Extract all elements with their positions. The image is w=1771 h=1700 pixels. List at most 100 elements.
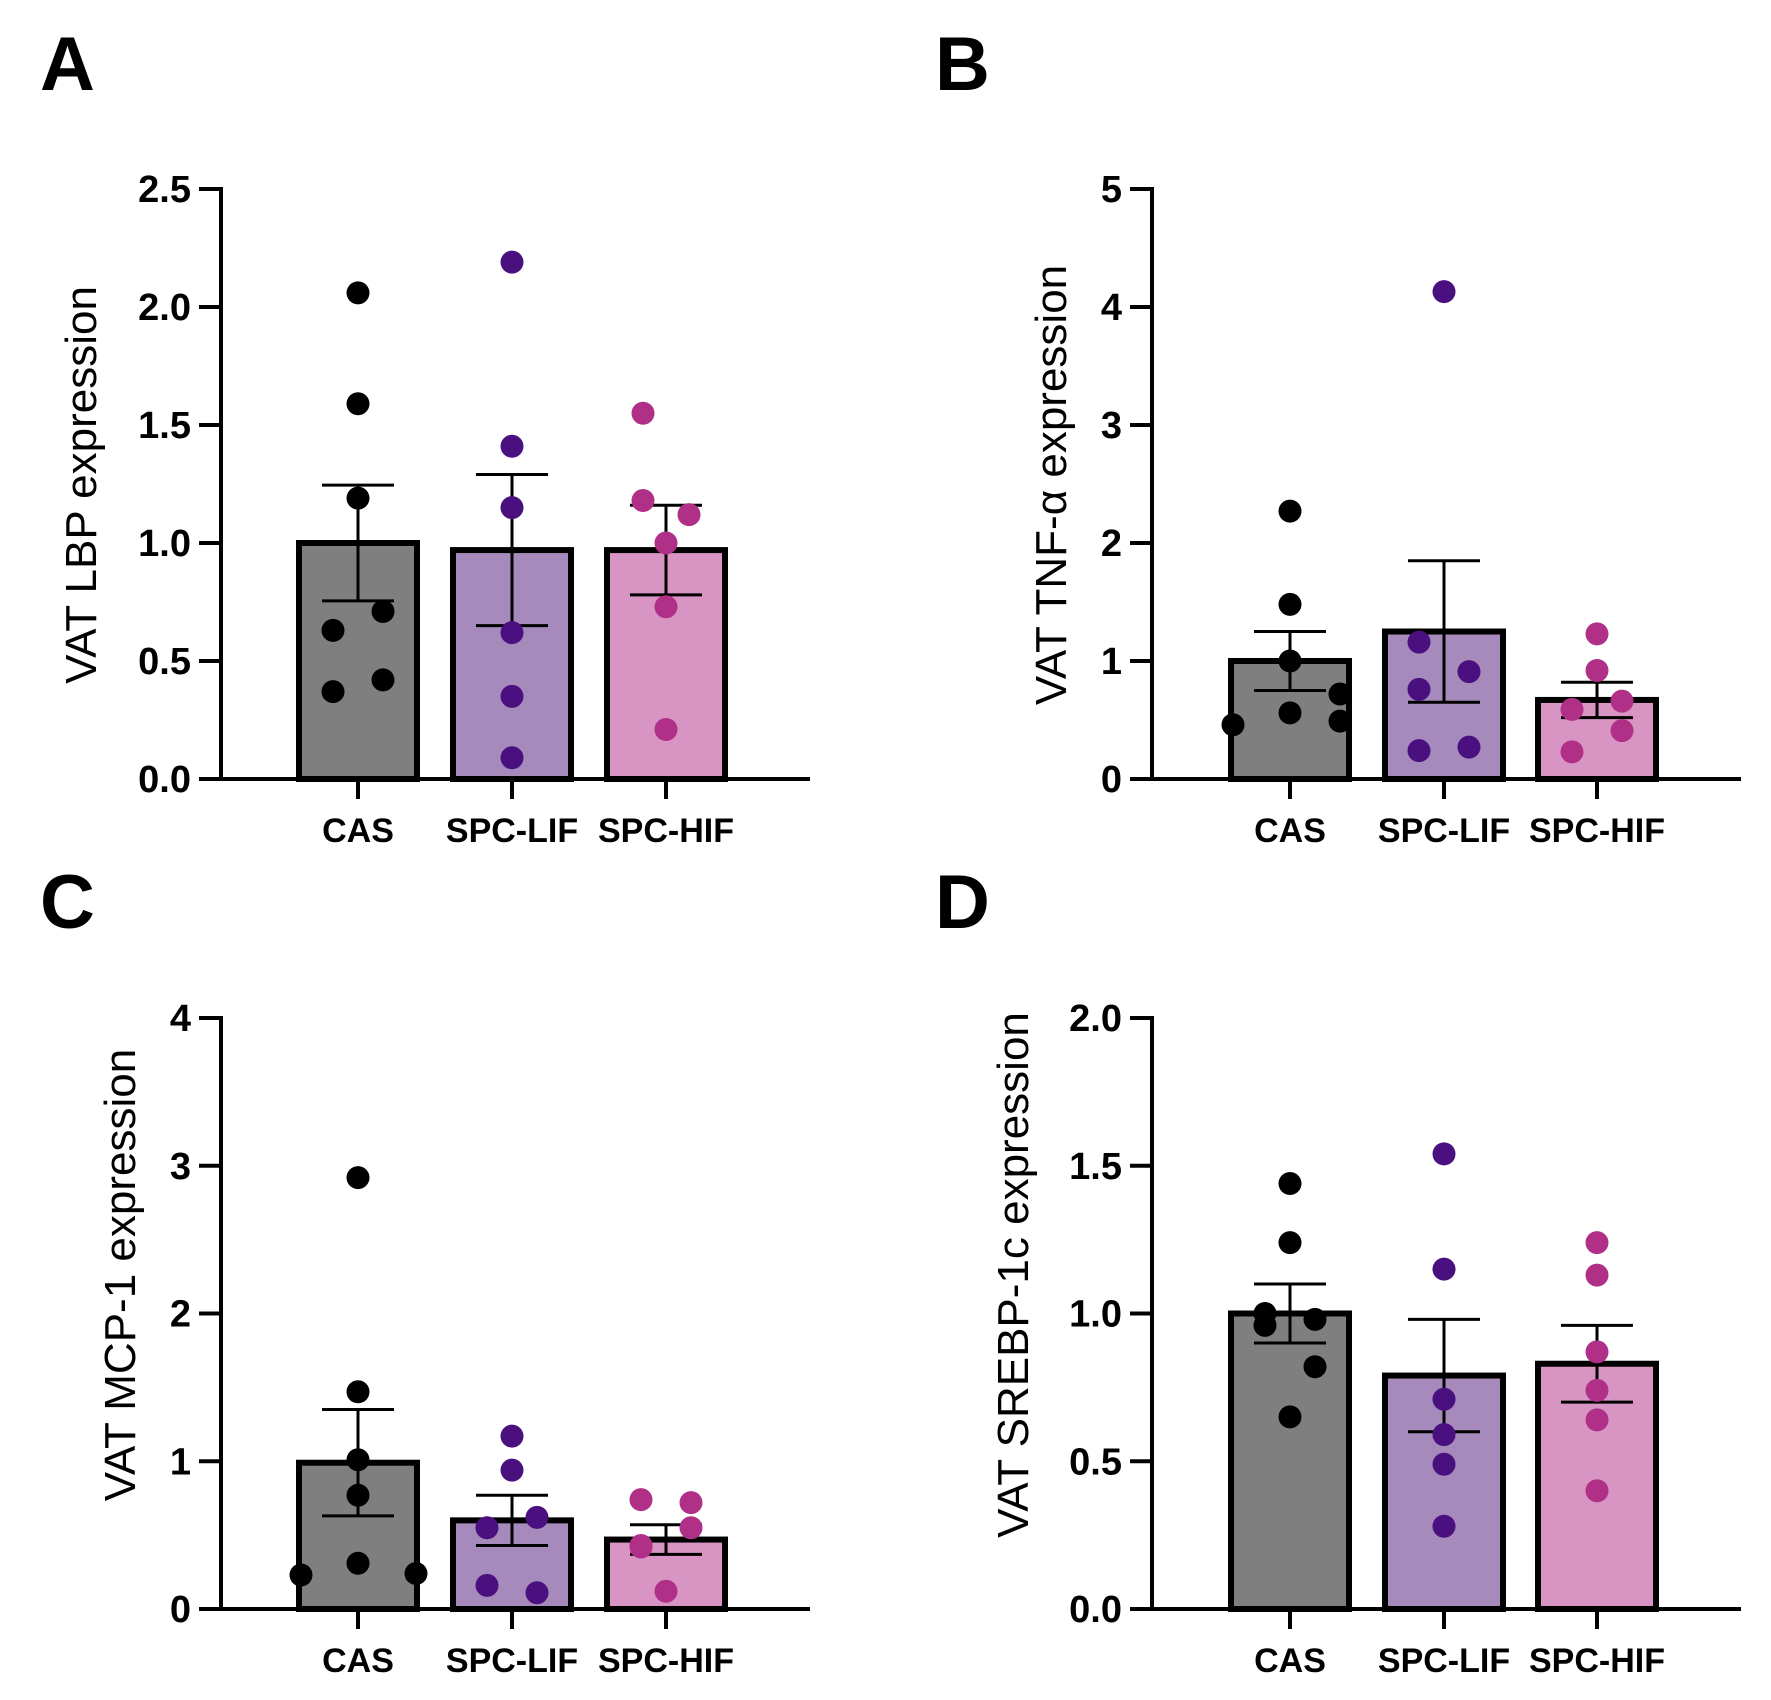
panel-a-point-spc-hif bbox=[677, 503, 701, 527]
panel-c-point-spc-hif bbox=[679, 1516, 703, 1540]
panel-c-point-spc-hif bbox=[629, 1533, 653, 1557]
panel-d-point-spc-lif bbox=[1432, 1257, 1456, 1281]
panel-b-bar-spc-lif bbox=[1382, 628, 1506, 782]
panel-a-point-spc-lif bbox=[500, 746, 524, 770]
panel-c-category-label-spc-hif: SPC-HIF bbox=[598, 1642, 734, 1680]
panel-b-point-spc-lif bbox=[1432, 280, 1456, 304]
panel-a-plot: 0.0 0.5 1.0 1.5 2.0 2.5 CAS SPC-LIF SPC-HIF bbox=[138, 169, 810, 850]
panel-c-point-cas bbox=[346, 1380, 370, 1404]
panel-b-point-cas bbox=[1278, 499, 1302, 523]
panel-a-y-tick-label: 0.5 bbox=[138, 641, 191, 683]
panel-b-point-spc-lif bbox=[1407, 677, 1431, 701]
panel-d-point-cas bbox=[1303, 1307, 1327, 1331]
panel-a-y-tick-label: 2.0 bbox=[138, 287, 191, 329]
panel-a-point-cas bbox=[371, 599, 395, 623]
panel-c-point-spc-hif bbox=[629, 1488, 653, 1512]
panel-d-point-spc-hif bbox=[1585, 1263, 1609, 1287]
panel-c-point-spc-lif bbox=[525, 1505, 549, 1529]
panel-b-point-cas bbox=[1221, 713, 1245, 737]
panel-a-point-cas bbox=[321, 680, 345, 704]
panel-a-category-label-cas: CAS bbox=[322, 812, 394, 850]
panel-b-point-cas bbox=[1278, 701, 1302, 725]
panel-d-point-spc-hif bbox=[1585, 1479, 1609, 1503]
panel-c-y-tick-label: 0 bbox=[170, 1589, 191, 1631]
panel-letter-d: D bbox=[935, 860, 990, 945]
panel-b-y-tick-label: 1 bbox=[1101, 641, 1122, 683]
panel-d-y-tick-label: 1.0 bbox=[1069, 1294, 1122, 1336]
panel-a-point-cas bbox=[346, 281, 370, 305]
panel-c-point-spc-hif bbox=[679, 1491, 703, 1515]
panel-a-point-cas bbox=[346, 486, 370, 510]
panel-b-y-axis-title: VAT TNF-α expression bbox=[1027, 265, 1076, 705]
panel-d-y-tick-label: 1.5 bbox=[1069, 1146, 1122, 1188]
panel-b-point-cas bbox=[1328, 682, 1352, 706]
panel-d-point-spc-hif bbox=[1585, 1408, 1609, 1432]
panel-b-y-tick-label: 2 bbox=[1101, 523, 1122, 565]
panel-d-category-label-spc-hif: SPC-HIF bbox=[1529, 1642, 1665, 1680]
panel-b-point-spc-lif bbox=[1407, 739, 1431, 763]
panel-b-point-spc-hif bbox=[1610, 689, 1634, 713]
panel-b-y-tick-label: 4 bbox=[1101, 287, 1122, 329]
panel-c-y-tick-label: 3 bbox=[170, 1146, 191, 1188]
panel-a-point-cas bbox=[371, 668, 395, 692]
panel-c-point-spc-lif bbox=[525, 1581, 549, 1605]
panel-b-point-spc-hif bbox=[1585, 658, 1609, 682]
panel-d-point-spc-lif bbox=[1432, 1452, 1456, 1476]
panel-b-point-spc-hif bbox=[1610, 719, 1634, 743]
panel-a-point-spc-hif bbox=[654, 595, 678, 619]
panel-a-point-spc-lif bbox=[500, 250, 524, 274]
panel-a-y-tick-label: 1.5 bbox=[138, 405, 191, 447]
panel-a-point-spc-hif bbox=[654, 717, 678, 741]
panel-b-point-cas bbox=[1328, 709, 1352, 733]
panel-b-point-spc-lif bbox=[1457, 660, 1481, 684]
panel-a-point-spc-lif bbox=[500, 684, 524, 708]
panel-a-point-spc-lif bbox=[500, 496, 524, 520]
panel-letter-b: B bbox=[935, 22, 990, 107]
panel-b-category-label-spc-lif: SPC-LIF bbox=[1378, 812, 1510, 850]
panel-c-point-spc-lif bbox=[475, 1573, 499, 1597]
panel-b-point-spc-hif bbox=[1585, 622, 1609, 646]
panel-letter-a: A bbox=[40, 22, 95, 107]
panel-d-point-spc-lif bbox=[1432, 1142, 1456, 1166]
panel-b-y-tick-label: 3 bbox=[1101, 405, 1122, 447]
panel-c-point-cas bbox=[346, 1551, 370, 1575]
panel-c-point-spc-lif bbox=[500, 1424, 524, 1448]
panel-a-point-spc-lif bbox=[500, 434, 524, 458]
panel-b-category-label-cas: CAS bbox=[1254, 812, 1326, 850]
panel-b-point-cas bbox=[1278, 592, 1302, 616]
panel-b-point-spc-hif bbox=[1560, 740, 1584, 764]
panel-a-y-axis-title: VAT LBP expression bbox=[57, 286, 106, 684]
panel-c-point-spc-lif bbox=[475, 1516, 499, 1540]
panel-d-y-tick-label: 0.5 bbox=[1069, 1441, 1122, 1483]
panel-a-point-cas bbox=[321, 618, 345, 642]
panel-d-point-spc-hif bbox=[1585, 1340, 1609, 1364]
panel-d-point-cas bbox=[1278, 1405, 1302, 1429]
panel-b-point-spc-lif bbox=[1407, 630, 1431, 654]
panel-a-category-label-spc-hif: SPC-HIF bbox=[598, 812, 734, 850]
panel-d-y-axis-title: VAT SREBP-1c expression bbox=[989, 1012, 1038, 1538]
panel-b-point-spc-lif bbox=[1457, 735, 1481, 759]
panel-b-y-tick-label: 5 bbox=[1101, 169, 1122, 211]
panel-d-point-cas bbox=[1278, 1171, 1302, 1195]
panel-c-plot: 0 1 2 3 4 CAS SPC-LIF SPC-HIF bbox=[170, 998, 810, 1680]
panel-d-point-cas bbox=[1278, 1231, 1302, 1255]
panel-b-point-spc-hif bbox=[1560, 697, 1584, 721]
panel-letter-c: C bbox=[40, 860, 95, 945]
panel-a-point-spc-lif bbox=[500, 621, 524, 645]
panel-b-point-cas bbox=[1278, 649, 1302, 673]
panel-d-y-tick-label: 2.0 bbox=[1069, 998, 1122, 1040]
panel-c-point-spc-lif bbox=[500, 1458, 524, 1482]
panel-a-point-cas bbox=[346, 392, 370, 416]
panel-b-category-label-spc-hif: SPC-HIF bbox=[1529, 812, 1665, 850]
panel-c-y-tick-label: 2 bbox=[170, 1294, 191, 1336]
panel-c-point-spc-hif bbox=[654, 1579, 678, 1603]
panel-c-category-label-cas: CAS bbox=[322, 1642, 394, 1680]
panel-a-point-spc-hif bbox=[654, 531, 678, 555]
panel-d-point-spc-lif bbox=[1432, 1423, 1456, 1447]
panel-c-point-cas bbox=[346, 1483, 370, 1507]
panel-d-plot: 0.0 0.5 1.0 1.5 2.0 CAS SPC-LIF SPC-HIF bbox=[1069, 998, 1741, 1680]
panel-d-category-label-cas: CAS bbox=[1254, 1642, 1326, 1680]
panel-d-category-label-spc-lif: SPC-LIF bbox=[1378, 1642, 1510, 1680]
panel-c-category-label-spc-lif: SPC-LIF bbox=[446, 1642, 578, 1680]
